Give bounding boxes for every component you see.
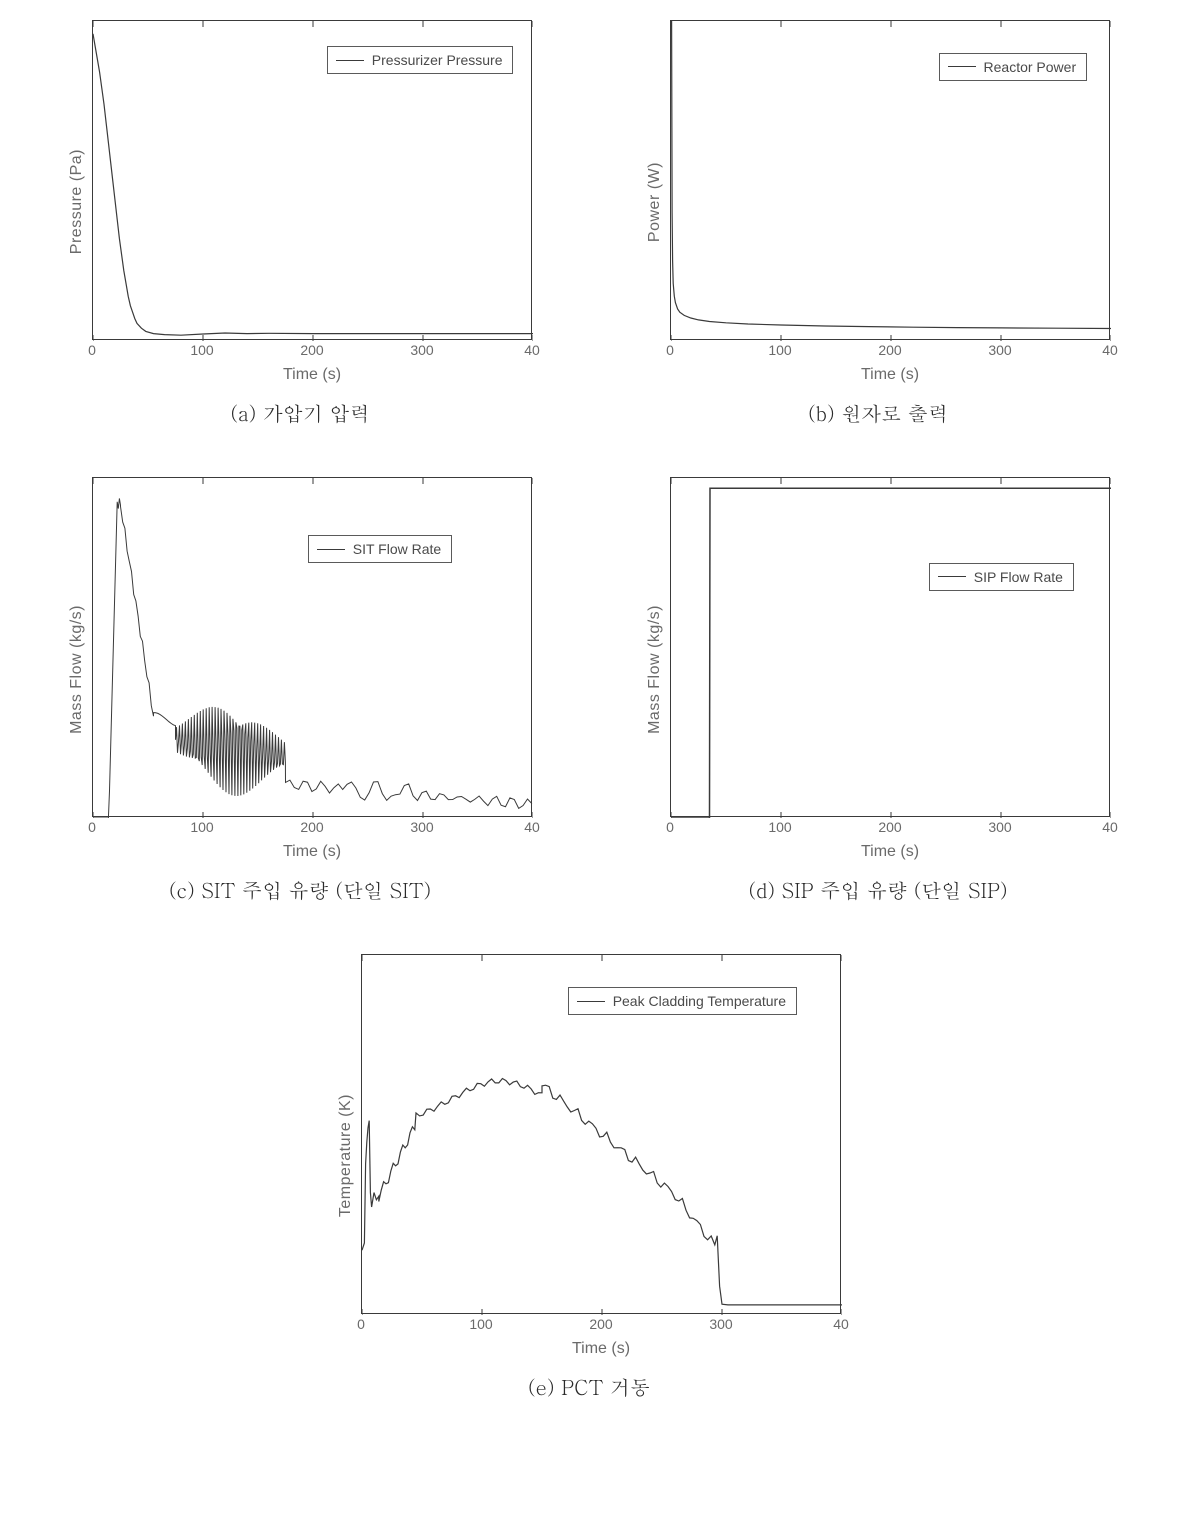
legend-label-e: Peak Cladding Temperature: [613, 993, 786, 1009]
plot-box-c: SIT Flow Rate: [92, 477, 532, 817]
panel-e: Temperature (K) Peak Cladding Temperatur…: [309, 954, 869, 1401]
xtick-label: 100: [469, 1316, 492, 1332]
xlabel-e: Time (s): [361, 1340, 841, 1358]
xtick-label: 200: [878, 342, 901, 358]
ylabel-c: Mass Flow (kg/s): [68, 605, 86, 734]
xticks-e: 010020030040: [361, 1314, 841, 1334]
legend-line-icon: [336, 60, 364, 61]
xtick-label: 0: [357, 1316, 365, 1332]
xticks-b: 010020030040: [670, 340, 1110, 360]
legend-label-b: Reactor Power: [984, 59, 1077, 75]
xtick-label: 40: [833, 1316, 849, 1332]
figure-grid: Pressure (Pa) Pressurizer Pressure 0 100 2…: [40, 20, 1138, 1401]
xticks-a: 010020030040: [92, 340, 532, 360]
xtick-label: 300: [410, 819, 433, 835]
xtick-label: 300: [709, 1316, 732, 1332]
caption-a: (a) 가압기 압력: [230, 398, 369, 427]
plot-svg-c: [93, 478, 533, 818]
xtick-label: 300: [410, 342, 433, 358]
xtick-label: 0: [88, 819, 96, 835]
plot-wrap-d: Mass Flow (kg/s) SIP Flow Rate 0 100 200 30…: [646, 477, 1110, 861]
legend-line-icon: [577, 1001, 605, 1002]
panel-a: Pressure (Pa) Pressurizer Pressure 0 100 2…: [40, 20, 560, 427]
xtick-label: 100: [768, 819, 791, 835]
plot-svg-d: [671, 478, 1111, 818]
xtick-label: 100: [190, 819, 213, 835]
xlabel-b: Time (s): [670, 366, 1110, 384]
xtick-label: 40: [524, 819, 540, 835]
xtick-label: 100: [190, 342, 213, 358]
plot-wrap-a: Pressure (Pa) Pressurizer Pressure 0 100 2…: [68, 20, 532, 384]
caption-c: (c) SIT 주입 유량 (단일 SIT): [169, 875, 431, 904]
xtick-label: 40: [524, 342, 540, 358]
xtick-label: 300: [988, 342, 1011, 358]
xtick-label: 40: [1102, 819, 1118, 835]
legend-c: SIT Flow Rate: [308, 535, 452, 563]
caption-b: (b) 원자로 출력: [808, 398, 948, 427]
xtick-label: 0: [666, 819, 674, 835]
ylabel-b: Power (W): [646, 162, 664, 242]
plot-box-e: Peak Cladding Temperature: [361, 954, 841, 1314]
legend-line-icon: [938, 576, 966, 577]
xtick-label: 0: [666, 342, 674, 358]
caption-d: (d) SIP 주입 유량 (단일 SIP): [748, 875, 1007, 904]
row-e: Temperature (K) Peak Cladding Temperatur…: [40, 954, 1138, 1401]
panel-c: Mass Flow (kg/s) SIT Flow Rate 0 100 200 30…: [40, 477, 560, 904]
plot-box-a: Pressurizer Pressure: [92, 20, 532, 340]
xtick-label: 40: [1102, 342, 1118, 358]
xlabel-c: Time (s): [92, 843, 532, 861]
legend-a: Pressurizer Pressure: [327, 46, 514, 74]
legend-label-c: SIT Flow Rate: [353, 541, 441, 557]
xtick-label: 200: [589, 1316, 612, 1332]
xlabel-d: Time (s): [670, 843, 1110, 861]
legend-b: Reactor Power: [939, 53, 1088, 81]
panel-d: Mass Flow (kg/s) SIP Flow Rate 0 100 200 30…: [618, 477, 1138, 904]
plot-wrap-b: Power (W) Reactor Power 010020030040 Tim…: [646, 20, 1110, 384]
legend-line-icon: [948, 66, 976, 67]
panel-b: Power (W) Reactor Power 0 100 200 300 40 Tim…: [618, 20, 1138, 427]
legend-label-a: Pressurizer Pressure: [372, 52, 503, 68]
xticks-c: 010020030040: [92, 817, 532, 837]
plot-wrap-c: Mass Flow (kg/s) SIT Flow Rate 0 100 200 30…: [68, 477, 532, 861]
plot-wrap-e: Temperature (K) Peak Cladding Temperatur…: [337, 954, 841, 1358]
xtick-label: 100: [768, 342, 791, 358]
legend-d: SIP Flow Rate: [929, 563, 1074, 591]
legend-line-icon: [317, 549, 345, 550]
legend-label-d: SIP Flow Rate: [974, 569, 1063, 585]
plot-box-d: SIP Flow Rate: [670, 477, 1110, 817]
plot-box-b: Reactor Power: [670, 20, 1110, 340]
caption-e: (e) PCT 거동: [528, 1372, 650, 1401]
ylabel-e: Temperature (K): [337, 1094, 355, 1217]
xlabel-a: Time (s): [92, 366, 532, 384]
xtick-label: 300: [988, 819, 1011, 835]
xtick-label: 200: [300, 819, 323, 835]
legend-e: Peak Cladding Temperature: [568, 987, 797, 1015]
xtick-label: 200: [300, 342, 323, 358]
ylabel-a: Pressure (Pa): [68, 149, 86, 254]
ylabel-d: Mass Flow (kg/s): [646, 605, 664, 734]
xtick-label: 0: [88, 342, 96, 358]
xtick-label: 200: [878, 819, 901, 835]
xticks-d: 010020030040: [670, 817, 1110, 837]
